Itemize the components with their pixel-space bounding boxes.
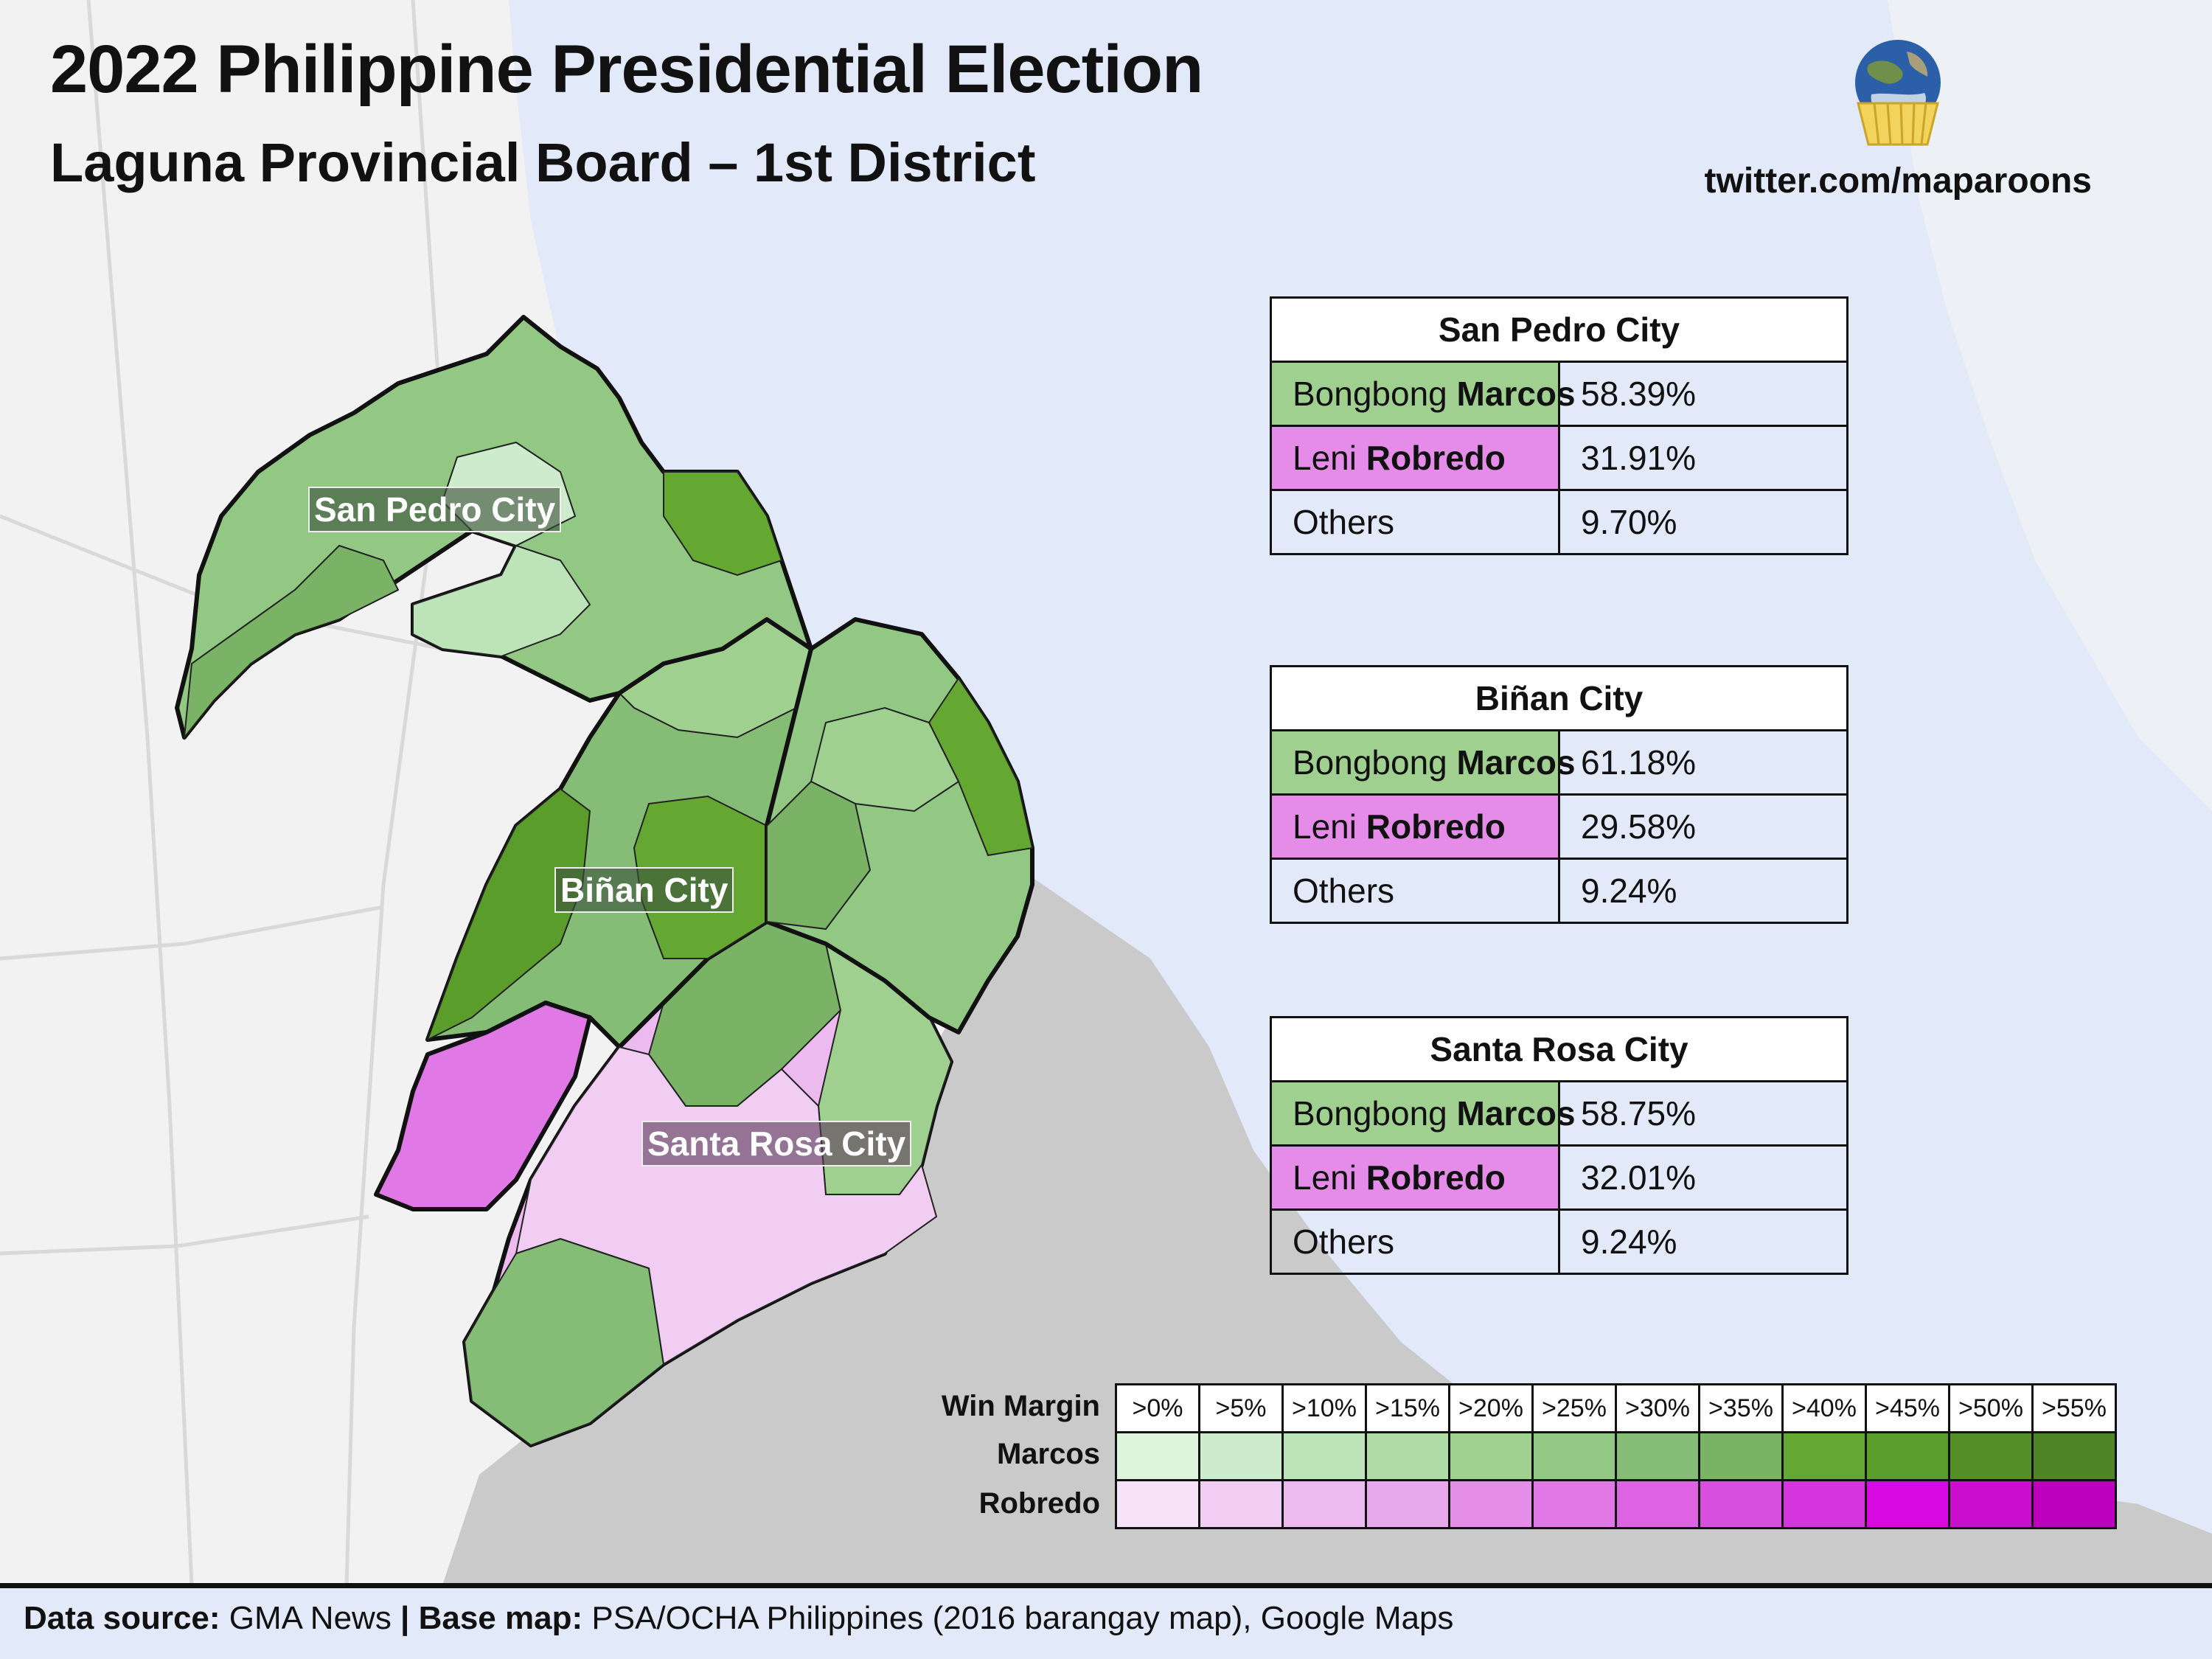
table-row: Bongbong Marcos 61.18% (1270, 729, 1848, 796)
page-title: 2022 Philippine Presidential Election (50, 32, 1203, 107)
legend-bin-label: >50% (1948, 1383, 2034, 1433)
footer-source: Data source: GMA News | Base map: PSA/OC… (24, 1600, 1454, 1636)
legend-swatch-robredo (1698, 1479, 1784, 1529)
san-pedro-barangay-west (183, 544, 400, 740)
table-row: Others 9.24% (1270, 1208, 1848, 1275)
legend-swatch-robredo (1281, 1479, 1367, 1529)
legend-swatch-marcos (1781, 1431, 1867, 1481)
legend-swatch-robredo (1865, 1479, 1950, 1529)
legend-bin-label: >40% (1781, 1383, 1867, 1433)
candidate-name: Others (1270, 858, 1560, 924)
candidate-percent: 29.58% (1558, 793, 1848, 860)
legend-swatch-marcos (1531, 1431, 1617, 1481)
legend-swatch-robredo (1948, 1479, 2034, 1529)
legend-title: Win Margin (941, 1390, 1100, 1422)
legend-swatch-marcos (1365, 1431, 1450, 1481)
results-city-header: San Pedro City (1270, 296, 1848, 363)
santa-rosa-robredo-core (515, 1046, 938, 1366)
label-san-pedro-city: San Pedro City (308, 487, 562, 532)
legend-bin-label: >15% (1365, 1383, 1450, 1433)
legend-swatch-robredo (1615, 1479, 1700, 1529)
legend-swatch-marcos (1198, 1431, 1284, 1481)
label-santa-rosa-city: Santa Rosa City (641, 1121, 912, 1166)
legend-bin-label: >35% (1698, 1383, 1784, 1433)
results-table-santa-rosa: Santa Rosa City Bongbong Marcos 58.75% L… (1270, 1016, 1848, 1275)
candidate-percent: 31.91% (1558, 425, 1848, 491)
results-table-san-pedro: San Pedro City Bongbong Marcos 58.39% Le… (1270, 296, 1848, 555)
candidate-name: Bongbong Marcos (1270, 1080, 1576, 1147)
legend-swatch-robredo (2031, 1479, 2117, 1529)
table-row: Leni Robredo 32.01% (1270, 1144, 1848, 1211)
legend-swatch-marcos (1281, 1431, 1367, 1481)
table-row: Bongbong Marcos 58.39% (1270, 361, 1848, 427)
candidate-percent: 61.18% (1558, 729, 1848, 796)
twitter-credit: twitter.com/maparoons (1704, 161, 2092, 201)
table-row: Others 9.24% (1270, 858, 1848, 924)
table-row: Leni Robredo 31.91% (1270, 425, 1848, 491)
san-pedro-barangay-east (663, 471, 783, 577)
land-grey (442, 877, 2212, 1585)
legend-bin-label: >55% (2031, 1383, 2117, 1433)
legend-swatch-robredo (1531, 1479, 1617, 1529)
candidate-percent: 32.01% (1558, 1144, 1848, 1211)
candidate-name: Others (1270, 489, 1560, 555)
legend-bin-label: >0% (1115, 1383, 1200, 1433)
results-city-header: Santa Rosa City (1270, 1016, 1848, 1082)
candidate-percent: 9.24% (1558, 858, 1848, 924)
candidate-percent: 9.24% (1558, 1208, 1848, 1275)
legend-swatch-marcos (1698, 1431, 1784, 1481)
legend-swatch-marcos (1448, 1431, 1534, 1481)
legend-bin-label: >45% (1865, 1383, 1950, 1433)
footer-divider (0, 1583, 2212, 1588)
table-row: Leni Robredo 29.58% (1270, 793, 1848, 860)
legend-swatch-marcos (1115, 1431, 1200, 1481)
candidate-name: Leni Robredo (1270, 425, 1560, 491)
binan-robredo-barangay (374, 1001, 592, 1211)
binan-east-barangay-c (766, 780, 872, 931)
candidate-percent: 58.39% (1558, 361, 1848, 427)
candidate-percent: 58.75% (1558, 1080, 1848, 1147)
legend-bin-label: >10% (1281, 1383, 1367, 1433)
legend-swatch-robredo (1198, 1479, 1284, 1529)
land-east (1888, 0, 2212, 811)
legend-bin-label: >30% (1615, 1383, 1700, 1433)
label-binan-city: Biñan City (554, 867, 734, 913)
legend-swatch-robredo (1115, 1479, 1200, 1529)
legend-robredo-label: Robredo (978, 1487, 1100, 1520)
legend-bin-label: >5% (1198, 1383, 1284, 1433)
candidate-name: Bongbong Marcos (1270, 729, 1576, 796)
legend-bin-label: >25% (1531, 1383, 1617, 1433)
san-pedro-barangay-light (412, 544, 591, 658)
results-table-binan: Biñan City Bongbong Marcos 61.18% Leni R… (1270, 665, 1848, 924)
table-row: Others 9.70% (1270, 489, 1848, 555)
candidate-name: Bongbong Marcos (1270, 361, 1576, 427)
page-subtitle: Laguna Provincial Board – 1st District (50, 132, 1036, 193)
globe-cupcake-icon (1855, 40, 1941, 146)
win-margin-legend: >0% >5% >10% >15% >20% >25% >30% >35% >40% >45% >5… (1115, 1383, 2117, 1529)
legend-swatch-marcos (1865, 1431, 1950, 1481)
legend-swatch-robredo (1448, 1479, 1534, 1529)
candidate-percent: 9.70% (1558, 489, 1848, 555)
legend-marcos-label: Marcos (996, 1438, 1100, 1470)
legend-swatch-marcos (1948, 1431, 2034, 1481)
results-city-header: Biñan City (1270, 665, 1848, 731)
candidate-name: Leni Robredo (1270, 1144, 1560, 1211)
legend-swatch-marcos (1615, 1431, 1700, 1481)
legend-swatch-robredo (1781, 1479, 1867, 1529)
legend-bin-label: >20% (1448, 1383, 1534, 1433)
road-network (0, 0, 445, 1586)
table-row: Bongbong Marcos 58.75% (1270, 1080, 1848, 1147)
candidate-name: Leni Robredo (1270, 793, 1560, 860)
candidate-name: Others (1270, 1208, 1560, 1275)
legend-swatch-robredo (1365, 1479, 1450, 1529)
legend-swatch-marcos (2031, 1431, 2117, 1481)
binan-barangay-west (426, 787, 591, 1042)
